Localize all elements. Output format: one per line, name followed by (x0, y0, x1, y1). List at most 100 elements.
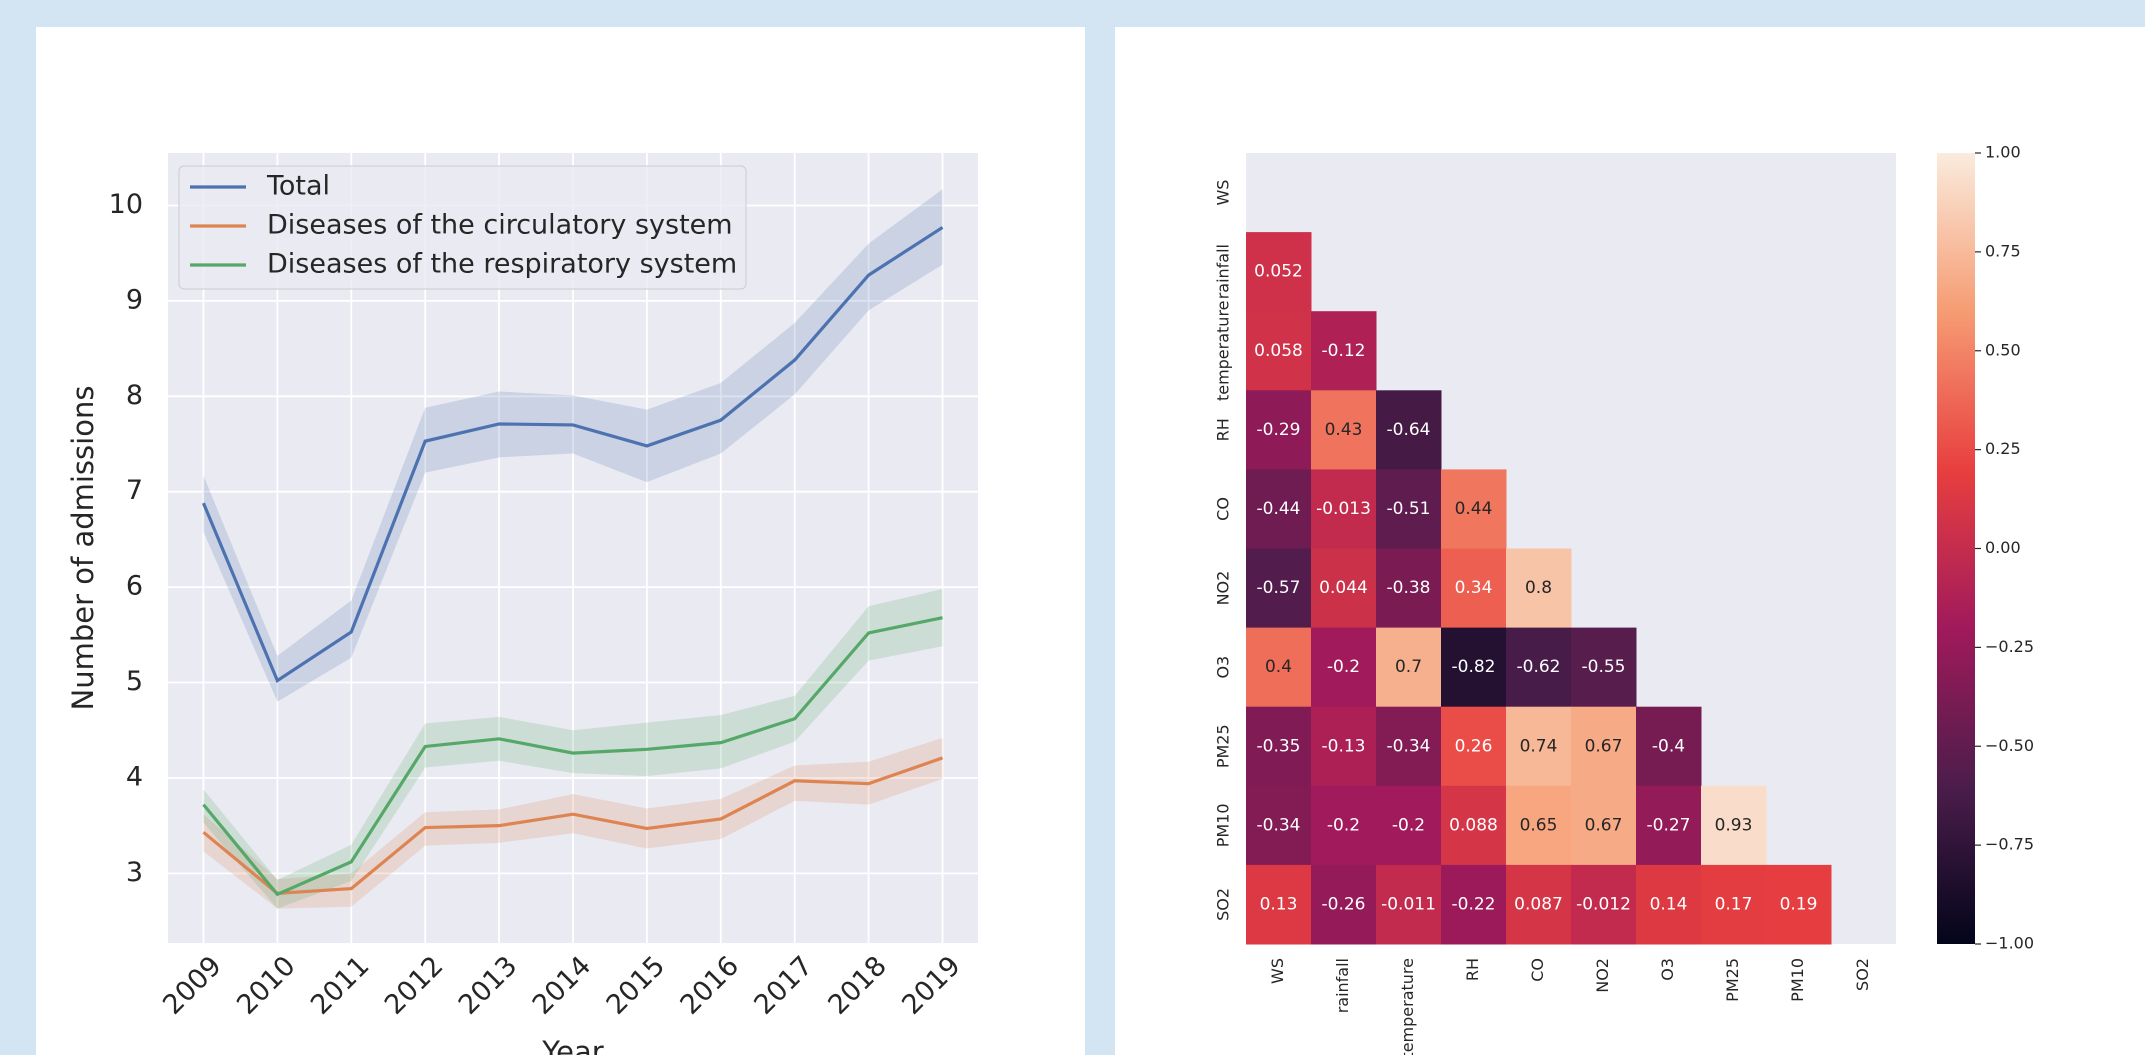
colorbar-tick-label: 0.25 (1985, 439, 2021, 458)
cell-label: -0.34 (1387, 736, 1431, 756)
cell-label: -0.2 (1392, 815, 1425, 835)
cell-label: 0.17 (1715, 894, 1753, 914)
column-label: PM10 (1788, 958, 1807, 1002)
heatmap-cell (1376, 390, 1442, 470)
cell-label: -0.44 (1257, 499, 1301, 519)
heatmap-cell (1376, 627, 1442, 708)
heatmap-cell (1441, 548, 1507, 629)
heatmap-cell (1376, 785, 1442, 866)
cell-label: -0.57 (1257, 578, 1301, 598)
y-tick-label: 9 (126, 284, 143, 315)
cell-label: -0.35 (1257, 736, 1301, 756)
heatmap-cell (1441, 864, 1507, 945)
heatmap-cell (1506, 785, 1572, 866)
heatmap-cell (1441, 785, 1507, 866)
cell-label: -0.34 (1257, 815, 1301, 835)
cell-label: -0.013 (1316, 499, 1371, 519)
cell-label: 0.052 (1254, 262, 1303, 282)
cell-label: -0.51 (1387, 499, 1431, 519)
heatmap-cell (1441, 627, 1507, 708)
heatmap-cell (1311, 390, 1377, 470)
heatmap-cell (1571, 785, 1637, 866)
colorbar-tick-label: −0.75 (1985, 835, 2034, 854)
cell-label: -0.26 (1322, 894, 1366, 914)
heatmap-cell (1246, 706, 1312, 787)
heatmap-cell (1441, 469, 1507, 549)
heatmap-cell (1311, 706, 1377, 787)
cell-label: 0.8 (1525, 578, 1552, 598)
heatmap-cell (1506, 706, 1572, 787)
cell-label: 0.67 (1585, 815, 1623, 835)
y-tick-label: 8 (126, 380, 143, 411)
colorbar-tick-label: 0.75 (1985, 241, 2021, 260)
heatmap-cell (1571, 864, 1637, 945)
cell-label: -0.29 (1257, 420, 1301, 440)
heatmap-cell (1376, 469, 1442, 549)
column-label: WS (1268, 958, 1287, 984)
colorbar-tick-label: 0.50 (1985, 340, 2021, 359)
cell-label: 0.088 (1449, 815, 1498, 835)
heatmap-cell (1246, 627, 1312, 708)
row-label: WS (1214, 180, 1233, 206)
cell-label: -0.38 (1387, 578, 1431, 598)
y-tick-label: 5 (126, 666, 143, 697)
colorbar-tick-label: 0.00 (1985, 538, 2021, 557)
heatmap-cell (1311, 469, 1377, 549)
heatmap-cell (1311, 548, 1377, 629)
legend-label: Diseases of the respiratory system (267, 249, 737, 280)
heatmap-cell (1506, 864, 1572, 945)
heatmap-cell (1376, 864, 1442, 945)
cell-label: 0.7 (1395, 657, 1422, 677)
cell-label: -0.4 (1652, 736, 1685, 756)
heatmap-cell (1376, 706, 1442, 787)
row-label: SO2 (1214, 888, 1233, 921)
column-label: NO2 (1593, 958, 1612, 993)
cell-label: -0.2 (1327, 815, 1360, 835)
heatmap-cell (1506, 627, 1572, 708)
heatmap-cell (1506, 548, 1572, 629)
cell-label: 0.34 (1455, 578, 1493, 598)
row-label: PM10 (1214, 803, 1233, 847)
heatmap-cell (1246, 390, 1312, 470)
heatmap-cell (1246, 311, 1312, 391)
cell-label: -0.012 (1576, 894, 1631, 914)
column-label: PM25 (1723, 958, 1742, 1002)
heatmap-cell (1766, 864, 1832, 945)
cell-label: -0.2 (1327, 657, 1360, 677)
cell-label: -0.82 (1452, 657, 1496, 677)
y-axis-title: Number of admissions (66, 386, 100, 711)
cell-label: 0.65 (1520, 815, 1558, 835)
row-label: RH (1214, 418, 1233, 441)
series-line (202, 616, 943, 897)
cell-label: 0.43 (1325, 420, 1363, 440)
heatmap-cell (1701, 785, 1767, 866)
legend-box (178, 165, 747, 290)
row-label: PM25 (1214, 724, 1233, 768)
row-label: temperature (1214, 300, 1233, 401)
cell-label: 0.087 (1514, 894, 1563, 914)
cell-label: 0.67 (1585, 736, 1623, 756)
column-label: O3 (1658, 958, 1677, 981)
y-tick-label: 6 (126, 571, 143, 602)
cell-label: 0.44 (1455, 499, 1493, 519)
row-label: rainfall (1214, 244, 1233, 299)
cell-label: 0.14 (1650, 894, 1688, 914)
y-tick-label: 4 (126, 761, 143, 792)
heatmap-cell (1246, 548, 1312, 629)
row-label: CO (1214, 497, 1233, 521)
cell-label: 0.19 (1780, 894, 1818, 914)
heatmap-cell (1636, 785, 1702, 866)
legend-label: Total (266, 171, 330, 202)
column-label: RH (1463, 958, 1482, 981)
cell-label: 0.4 (1265, 657, 1292, 677)
heatmap-cell (1571, 706, 1637, 787)
legend-label: Diseases of the circulatory system (267, 210, 733, 241)
cell-label: 0.93 (1715, 815, 1753, 835)
row-label: NO2 (1214, 571, 1233, 606)
heatmap-cell (1246, 864, 1312, 945)
colorbar-tick-label: −0.25 (1985, 637, 2034, 656)
cell-label: 0.058 (1254, 341, 1303, 361)
x-axis-title: Year (541, 1035, 603, 1055)
heatmap-cell (1636, 706, 1702, 787)
